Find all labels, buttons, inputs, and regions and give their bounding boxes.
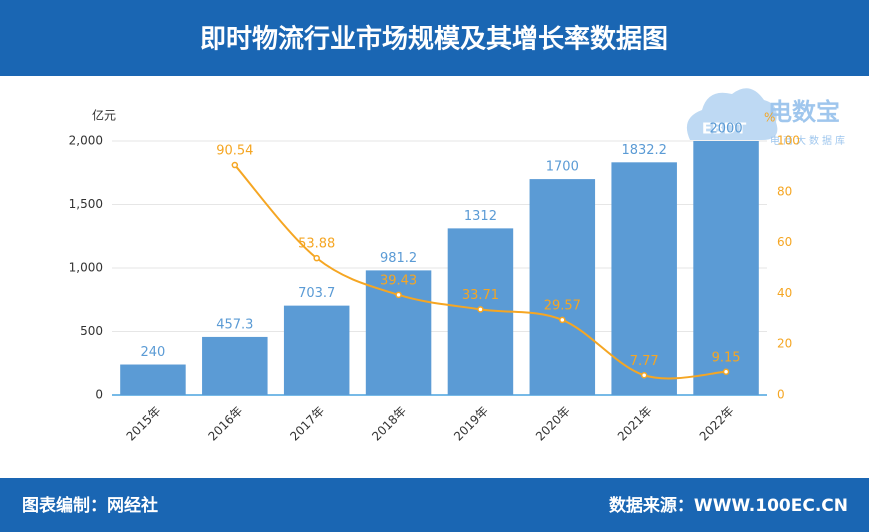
x-tick-label: 2016年: [205, 404, 245, 444]
footer-right: 数据来源：WWW.100EC.CN: [609, 495, 848, 516]
y-tick-label: 0: [95, 388, 103, 402]
y-tick-label: 1,000: [69, 261, 103, 275]
line-value-label: 9.15: [712, 350, 741, 365]
bar: [529, 179, 596, 395]
bar: [202, 336, 268, 395]
bar-value-label: 457.3: [216, 317, 253, 332]
bar: [120, 364, 186, 395]
logo-name: 电数宝: [768, 98, 840, 126]
line-value-label: 90.54: [216, 144, 253, 159]
line-value-label: 33.71: [462, 288, 499, 303]
line-value-label: 7.77: [630, 354, 659, 369]
y-axis-label: 亿元: [92, 108, 116, 123]
x-tick-label: 2022年: [697, 404, 737, 444]
y-tick-label: 1,500: [69, 197, 103, 211]
header-band: [0, 0, 869, 76]
x-tick-label: 2019年: [451, 404, 491, 444]
logo-subtitle: 电商大数据库: [770, 134, 848, 147]
bar-value-label: 1832.2: [621, 143, 667, 158]
logo: EBDT 电数宝 电商大数据库: [686, 88, 848, 147]
line-point: [313, 254, 320, 262]
y2-tick-label: 100: [777, 134, 800, 148]
line-value-label: 29.57: [544, 298, 581, 313]
x-tick-label: 2017年: [287, 404, 327, 444]
bar-value-label: 981.2: [380, 251, 417, 266]
line-point: [640, 372, 648, 379]
bar-value-label: 1700: [546, 160, 579, 175]
title: 即时物流行业市场规模及其增长率数据图: [200, 24, 668, 55]
line-point: [395, 291, 402, 299]
bar: [693, 141, 759, 395]
logo-badge: EBDT: [702, 120, 747, 138]
x-tick-label: 2015年: [124, 404, 164, 444]
y-tick-label: 2,000: [69, 134, 103, 148]
bar: [611, 162, 677, 395]
footer-band: [0, 478, 869, 532]
bar-value-label: 1312: [464, 209, 497, 224]
line-point: [477, 306, 484, 313]
y2-tick-label: 60: [777, 235, 792, 249]
bar-value-label: 703.7: [298, 286, 335, 301]
line-point: [231, 161, 239, 169]
x-tick-label: 2020年: [533, 404, 573, 444]
y2-tick-label: 20: [777, 337, 792, 351]
footer-left: 图表编制：网经社: [22, 495, 158, 516]
x-tick-label: 2021年: [615, 404, 655, 444]
y2-tick-label: 40: [777, 286, 792, 300]
y2-tick-label: 80: [777, 184, 792, 198]
bar-value-label: 240: [141, 345, 166, 360]
line-point: [722, 368, 730, 376]
bar: [283, 305, 350, 395]
logo-cloud: [686, 88, 778, 140]
x-tick-label: 2018年: [369, 404, 409, 444]
y-tick-label: 500: [80, 324, 103, 338]
bar: [365, 270, 432, 395]
line-point: [559, 316, 566, 324]
bar-value-label: 2000: [710, 122, 743, 137]
line-value-label: 39.43: [380, 273, 417, 288]
y2-tick-label: 0: [777, 388, 785, 402]
y2-axis-label: %: [764, 111, 775, 125]
line-value-label: 53.88: [298, 237, 335, 252]
